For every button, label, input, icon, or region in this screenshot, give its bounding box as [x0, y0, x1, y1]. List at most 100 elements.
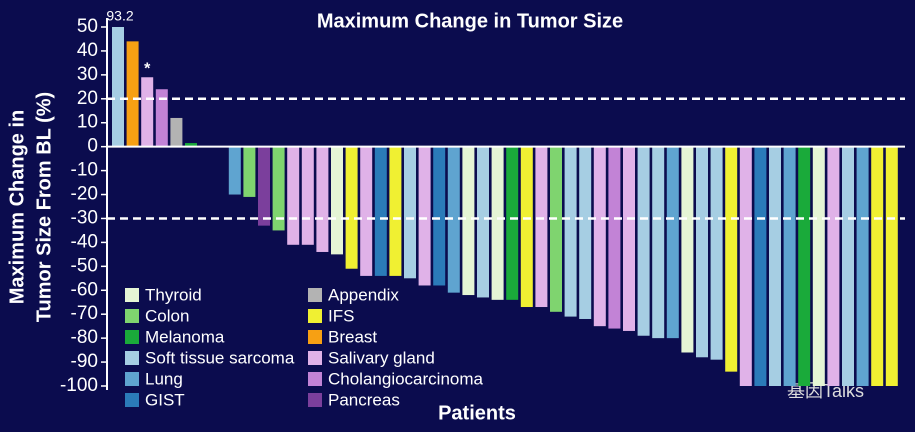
bar	[258, 146, 270, 226]
bar	[856, 146, 869, 386]
y-tick-label: -70	[71, 303, 98, 324]
legend-label: Pancreas	[328, 390, 400, 409]
legend-swatch	[125, 393, 139, 407]
bar	[112, 27, 124, 147]
legend-swatch	[308, 288, 322, 302]
bar	[535, 146, 548, 308]
y-tick-label: -100	[60, 375, 98, 396]
y-axis-label: Maximum Change in	[6, 110, 28, 304]
legend-swatch	[308, 351, 322, 365]
bar	[360, 146, 373, 276]
bar	[783, 146, 796, 386]
y-tick-label: 50	[77, 16, 98, 37]
bar	[754, 146, 767, 386]
bar	[710, 146, 723, 360]
y-tick-label: -40	[71, 231, 98, 252]
bar	[491, 146, 504, 300]
bar	[170, 117, 183, 147]
legend-swatch	[308, 330, 322, 344]
y-tick-label: -50	[71, 255, 98, 276]
y-tick-label: 20	[77, 88, 98, 109]
bar	[389, 146, 402, 276]
bar	[272, 146, 285, 231]
bar	[345, 146, 358, 269]
bar	[725, 146, 738, 372]
bar	[623, 146, 635, 331]
legend-swatch	[308, 393, 322, 407]
bar	[564, 146, 577, 317]
bar	[418, 146, 431, 286]
bar	[550, 146, 562, 312]
legend-label: Lung	[145, 369, 183, 388]
y-tick-label: -90	[71, 351, 98, 372]
bar	[155, 89, 168, 147]
legend-label: Soft tissue sarcoma	[145, 348, 295, 367]
legend-label: Salivary gland	[328, 348, 435, 367]
bar	[812, 146, 825, 386]
bar	[842, 146, 854, 386]
bar	[579, 146, 592, 319]
bar	[798, 146, 811, 386]
bar	[141, 77, 154, 147]
y-tick-label: -30	[71, 207, 98, 228]
y-tick-label: 30	[77, 64, 98, 85]
legend-label: Cholangiocarcinoma	[328, 369, 484, 388]
bars	[112, 27, 898, 386]
bar	[126, 41, 139, 147]
y-tick-label: -80	[71, 327, 98, 348]
bar	[769, 146, 781, 386]
bar	[374, 146, 387, 276]
y-axis-label: Tumor Size From BL (%)	[33, 92, 55, 322]
bar	[477, 146, 489, 298]
bar	[506, 146, 519, 300]
bar	[331, 146, 343, 255]
legend-swatch	[125, 351, 139, 365]
legend-label: Colon	[145, 306, 189, 325]
value-label: 93.2	[106, 8, 133, 24]
bar	[696, 146, 708, 358]
legend-swatch	[125, 330, 139, 344]
bar	[739, 146, 752, 386]
legend-label: Melanoma	[145, 327, 225, 346]
y-tick-label: 0	[87, 136, 98, 157]
bar	[681, 146, 694, 353]
bar	[404, 146, 416, 279]
legend-label: GIST	[145, 390, 185, 409]
bar	[666, 146, 679, 339]
bar	[827, 146, 840, 386]
chart-title: Maximum Change in Tumor Size	[317, 10, 623, 32]
annotation: *	[144, 60, 151, 77]
legend-label: Thyroid	[145, 285, 202, 304]
legend-label: IFS	[328, 306, 354, 325]
legend-swatch	[125, 372, 139, 386]
bar	[316, 146, 329, 252]
legend-label: Appendix	[328, 285, 399, 304]
bar	[433, 146, 446, 286]
legend-swatch	[125, 309, 139, 323]
y-tick-label: -60	[71, 279, 98, 300]
x-axis-label: Patients	[438, 402, 516, 424]
bar	[228, 146, 241, 195]
bar	[447, 146, 460, 293]
legend-swatch	[125, 288, 139, 302]
bar	[520, 146, 533, 308]
y-tick-label: 40	[77, 40, 98, 61]
legend-swatch	[308, 309, 322, 323]
legend-label: Breast	[328, 327, 377, 346]
bar	[871, 146, 884, 386]
bar	[885, 146, 898, 386]
bar	[593, 146, 606, 327]
y-tick-label: -20	[71, 184, 98, 205]
legend-swatch	[308, 372, 322, 386]
bar	[243, 146, 256, 197]
bar	[301, 146, 314, 245]
bar	[185, 143, 197, 147]
bar	[462, 146, 475, 296]
bar	[652, 146, 665, 339]
bar	[287, 146, 300, 245]
bar	[637, 146, 650, 336]
y-tick-label: -10	[71, 160, 98, 181]
y-tick-label: 10	[77, 112, 98, 133]
bar	[608, 146, 621, 329]
